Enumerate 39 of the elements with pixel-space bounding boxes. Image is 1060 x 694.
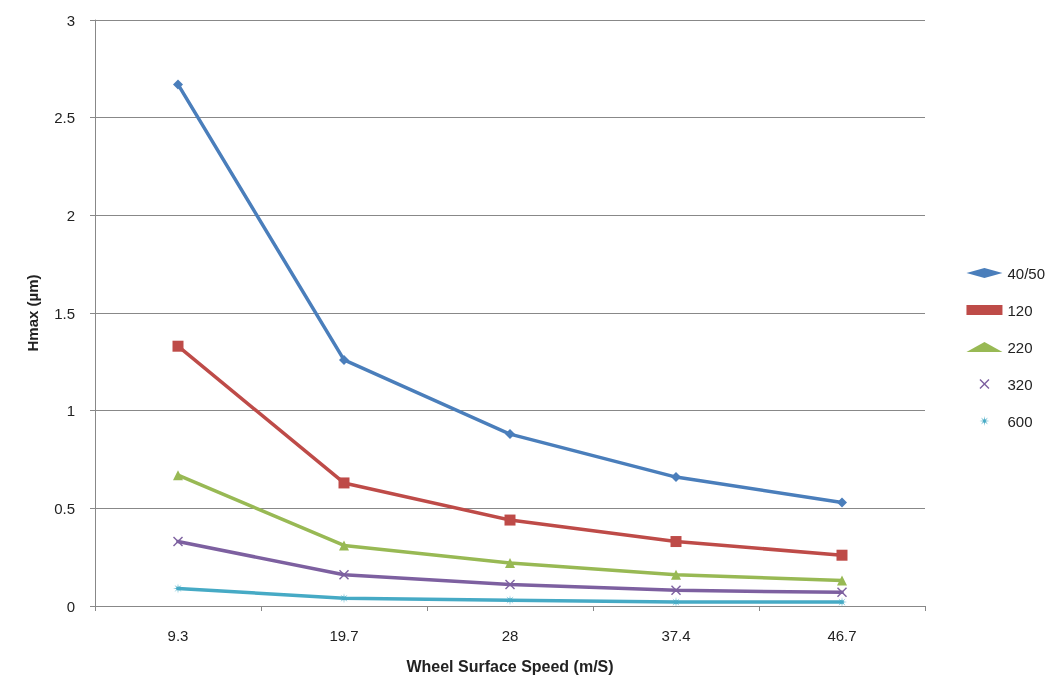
point [173,470,183,481]
y-tick-label: 2 [66,206,75,224]
x-tick-label: 37.4 [661,627,691,644]
point [836,549,848,561]
point [173,536,183,547]
x-tick-label: 46.7 [827,627,857,644]
y-tick-label: 1.5 [54,304,75,322]
point [505,429,515,440]
point [338,477,350,489]
legend-label: 600 [1007,412,1033,430]
y-tick-label: 2.5 [54,109,75,127]
legend-label: 40/50 [1007,264,1046,282]
legend-label: 220 [1007,338,1033,356]
point [339,540,349,551]
legend-label: 320 [1007,375,1033,393]
point [339,354,349,365]
point [837,497,847,508]
x-tick-label: 19.7 [329,627,359,644]
point [173,79,183,90]
point [671,585,681,596]
point [837,587,847,598]
point [339,569,349,580]
y-axis-title: Hmax (µm) [24,274,41,352]
x-tick-label: 28 [501,627,519,644]
point [172,340,184,352]
y-tick-label: 0.5 [54,499,75,517]
point [671,569,681,580]
point [837,575,847,586]
x-tick-label: 9.3 [167,627,189,644]
point [671,472,681,483]
point [670,536,682,548]
point [504,514,516,526]
y-tick-label: 1 [66,402,75,420]
legend-label: 120 [1007,301,1033,319]
y-tick-label: 3 [66,11,75,29]
point [505,579,515,590]
y-tick-label: 0 [66,597,75,615]
x-axis-title: Wheel Surface Speed (m/S) [406,657,614,675]
point [505,558,515,569]
